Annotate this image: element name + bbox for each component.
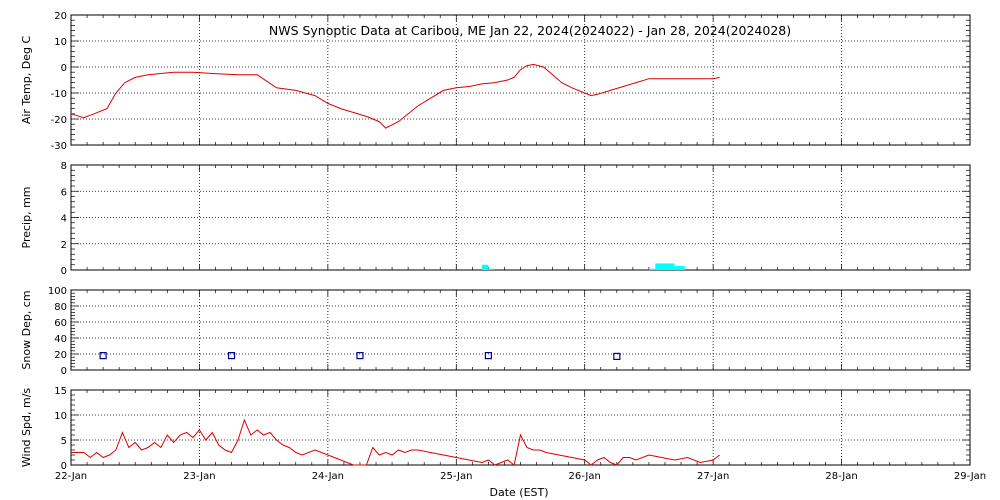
precip-bar — [481, 264, 489, 270]
y-tick-label: -10 — [51, 89, 67, 100]
y-tick-label: 60 — [54, 318, 67, 329]
snow-depth-point — [227, 352, 236, 360]
y-axis-label: Snow Dep, cm — [20, 290, 33, 369]
y-tick-label: 2 — [61, 240, 67, 251]
y-tick-label: -30 — [51, 141, 67, 152]
temperature-series-line — [70, 63, 720, 129]
y-tick-label: 0 — [61, 366, 67, 377]
y-tick-label: 0 — [61, 461, 67, 472]
snow-depth-point — [99, 352, 107, 360]
precip-bar — [488, 268, 494, 270]
y-axis-label: Precip, mm — [20, 187, 33, 249]
y-tick-label: 6 — [61, 187, 67, 198]
x-tick-label: 24-Jan — [312, 471, 344, 482]
y-tick-label: 20 — [54, 11, 67, 22]
x-tick-label: 22-Jan — [55, 471, 87, 482]
y-tick-label: 80 — [54, 302, 67, 313]
snow-depth-point — [356, 352, 364, 360]
y-tick-label: 4 — [61, 214, 67, 225]
panel-temp: 20 10 0 -10 -20 -30 Air Temp, Deg C — [20, 11, 971, 152]
y-tick-label: 20 — [54, 350, 67, 361]
y-tick-label: 0 — [61, 266, 67, 277]
y-tick-label: 100 — [48, 286, 67, 297]
precip-bar — [661, 263, 675, 270]
y-tick-label: 10 — [54, 37, 67, 48]
panel-wind: 15 10 5 0 Wind Spd, m/s — [20, 386, 971, 472]
y-tick-label: 15 — [54, 386, 67, 397]
precip-bar — [655, 263, 662, 270]
y-tick-label: 40 — [54, 334, 67, 345]
x-tick-label: 25-Jan — [440, 471, 472, 482]
x-tick-label: 29-Jan — [954, 471, 986, 482]
wind-series-line — [71, 418, 720, 466]
panel-snow: 100 80 60 40 20 0 Snow Dep, cm — [20, 286, 971, 377]
y-tick-label: 10 — [54, 411, 67, 422]
y-tick-label: -20 — [51, 115, 67, 126]
x-axis-label: Date (EST) — [489, 486, 548, 499]
y-axis-label: Air Temp, Deg C — [20, 36, 33, 125]
x-tick-label: 26-Jan — [569, 471, 601, 482]
x-tick-label: 27-Jan — [697, 471, 729, 482]
y-tick-label: 0 — [61, 63, 67, 74]
y-axis-label: Wind Spd, m/s — [20, 388, 33, 468]
precip-bar — [648, 268, 656, 270]
panel-precip: 8 6 4 2 0 Precip, mm — [20, 161, 971, 277]
y-tick-label: 5 — [61, 436, 67, 447]
chart-title: NWS Synoptic Data at Caribou, ME Jan 22,… — [269, 23, 791, 38]
x-tick-label: 28-Jan — [825, 471, 857, 482]
x-tick-label: 23-Jan — [183, 471, 215, 482]
y-tick-label: 8 — [61, 161, 67, 172]
precip-bar — [674, 266, 685, 270]
snow-depth-point — [484, 352, 492, 360]
snow-depth-point — [613, 352, 621, 360]
